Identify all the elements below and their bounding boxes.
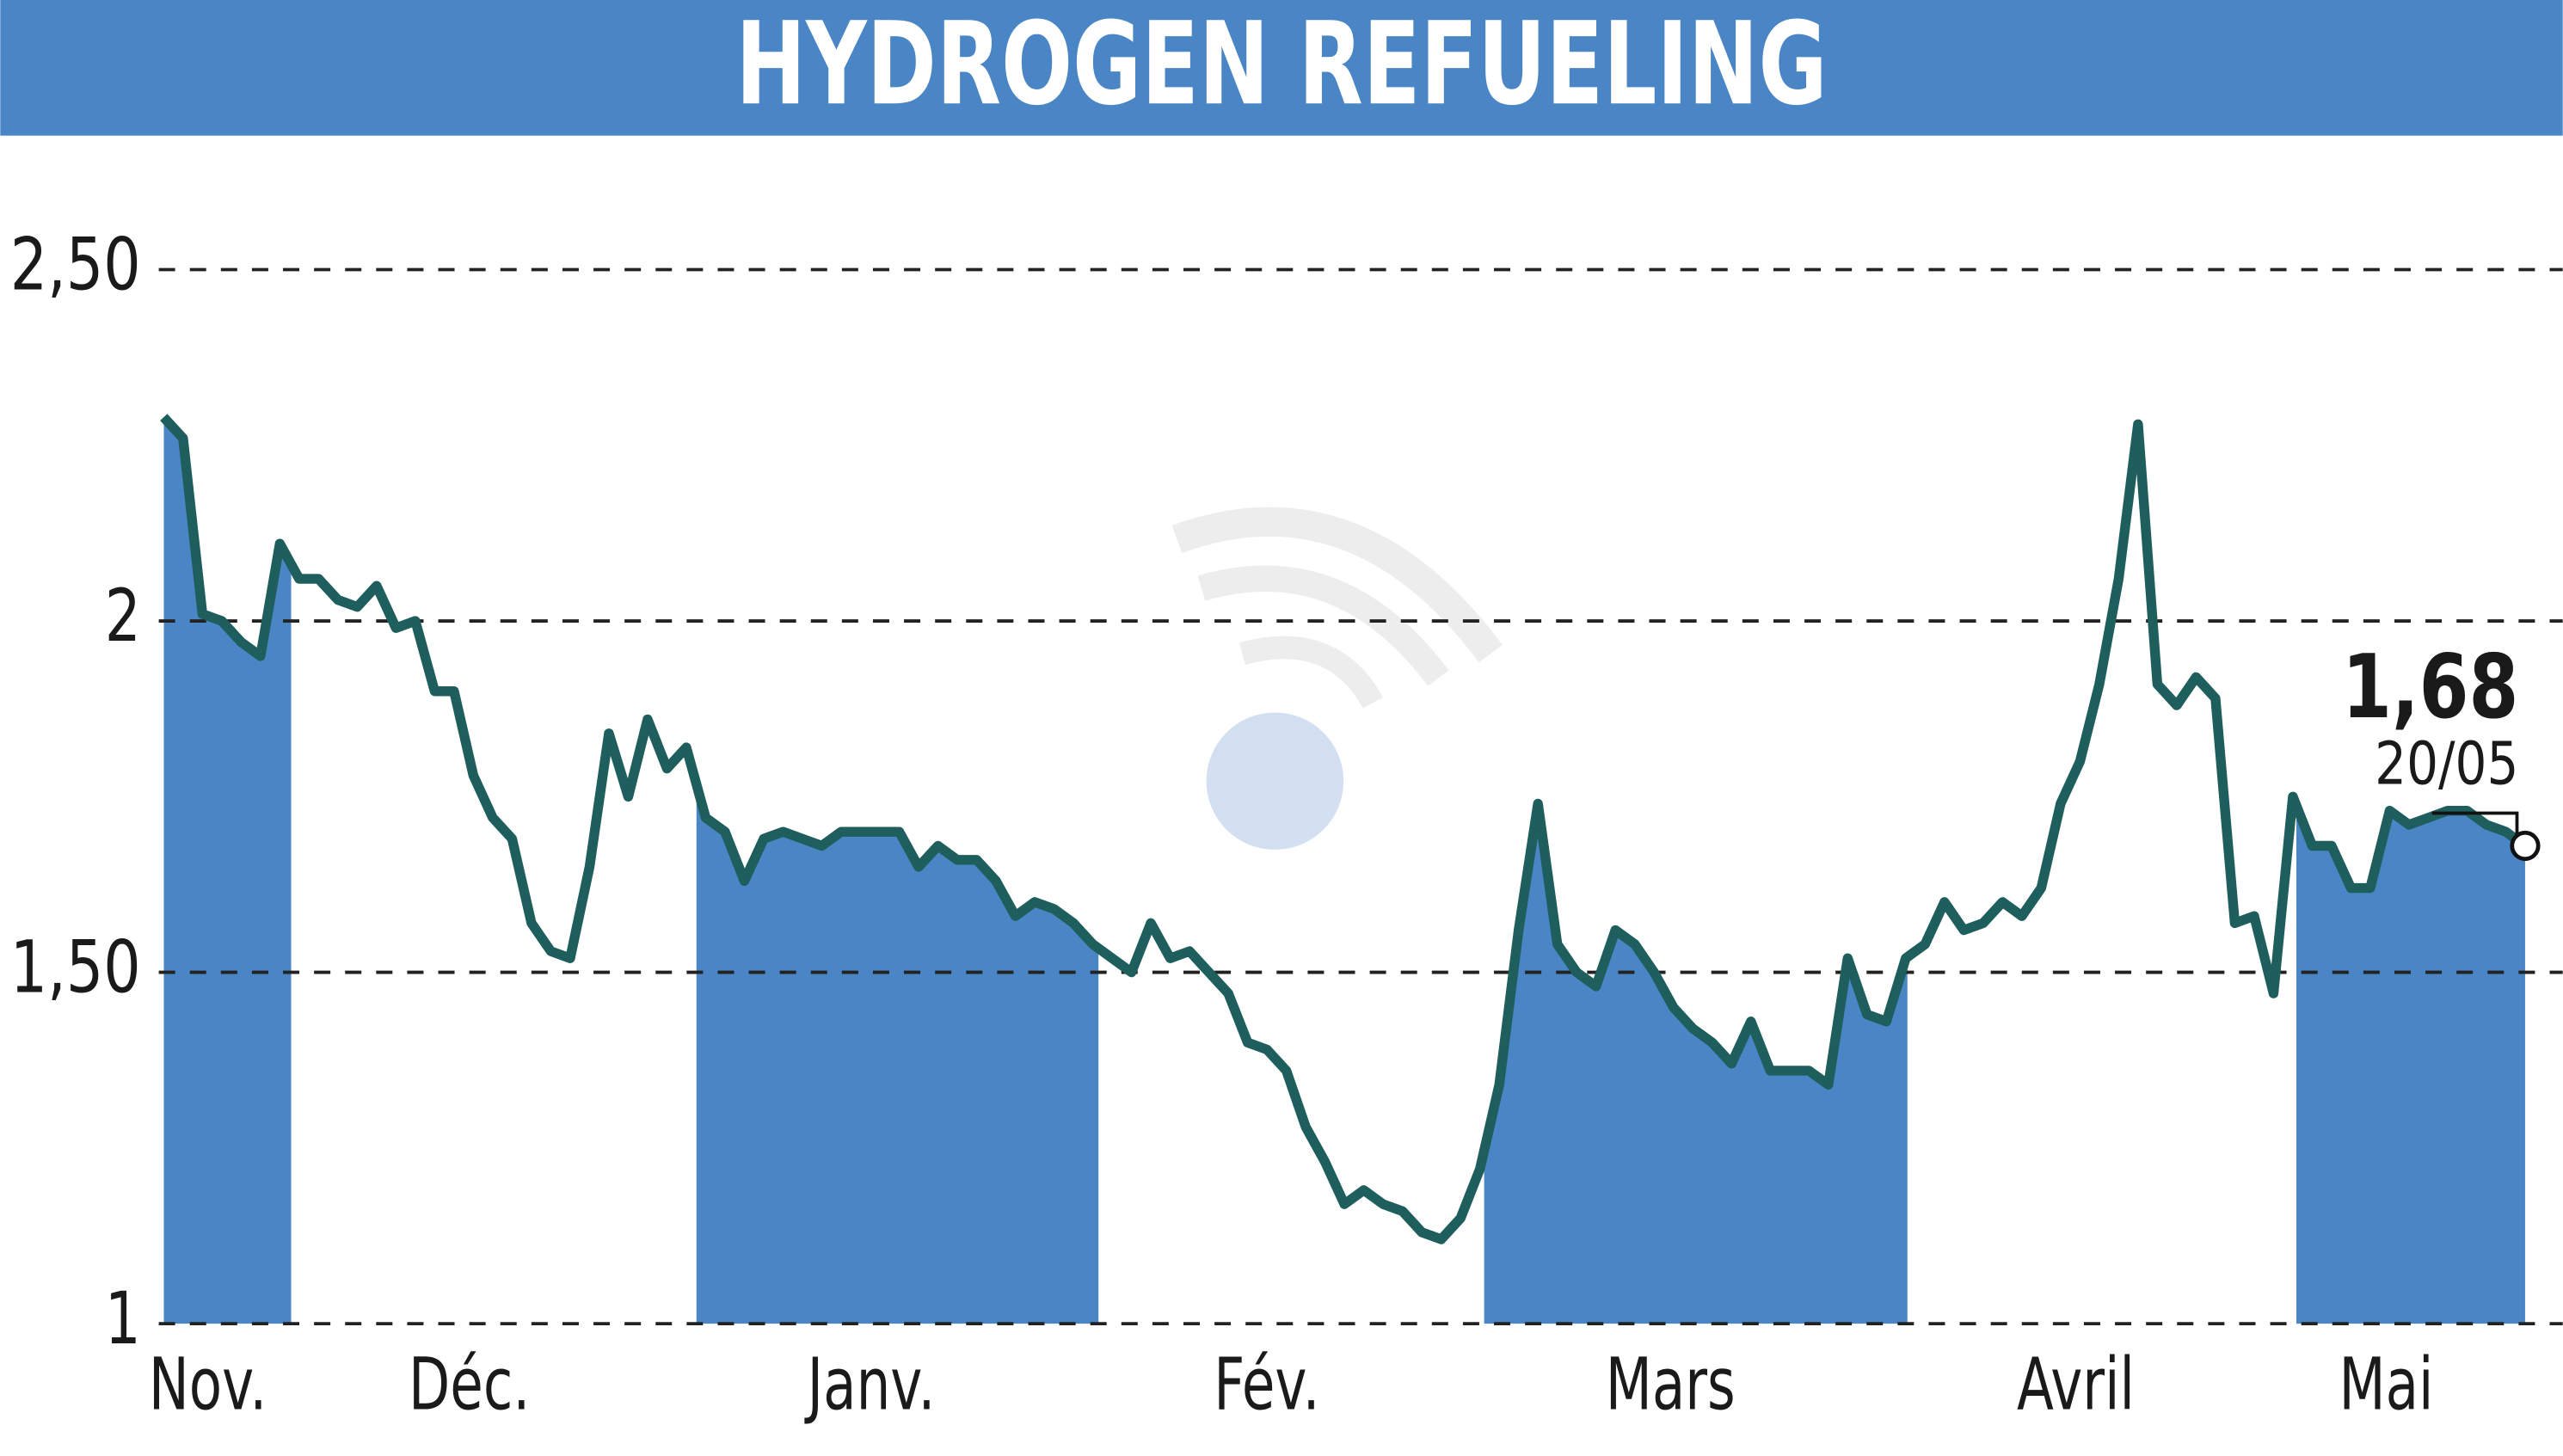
annotation-bracket xyxy=(2431,811,2519,839)
chart-title: HYDROGEN REFUELING xyxy=(735,0,1827,131)
x-tick-label: Mai xyxy=(2339,1342,2434,1426)
watermark xyxy=(1171,507,1503,851)
x-tick-label: Avril xyxy=(2017,1342,2135,1426)
last-point xyxy=(2510,830,2541,862)
x-tick-label: Janv. xyxy=(804,1342,935,1426)
y-tick-label: 1,50 xyxy=(10,925,141,1010)
y-tick-label: 2 xyxy=(105,574,141,658)
last-value-label: 1,68 xyxy=(2342,636,2518,739)
y-tick-label: 1 xyxy=(105,1276,141,1361)
x-tick-label: Déc. xyxy=(409,1342,530,1426)
x-tick-label: Nov. xyxy=(149,1342,267,1426)
last-date-label: 20/05 xyxy=(2375,731,2518,799)
x-tick-label: Mars xyxy=(1606,1342,1736,1426)
x-tick-label: Fév. xyxy=(1214,1342,1319,1426)
title-bar xyxy=(0,0,2563,136)
y-tick-label: 2,50 xyxy=(10,222,141,306)
price-line xyxy=(160,414,2529,1244)
